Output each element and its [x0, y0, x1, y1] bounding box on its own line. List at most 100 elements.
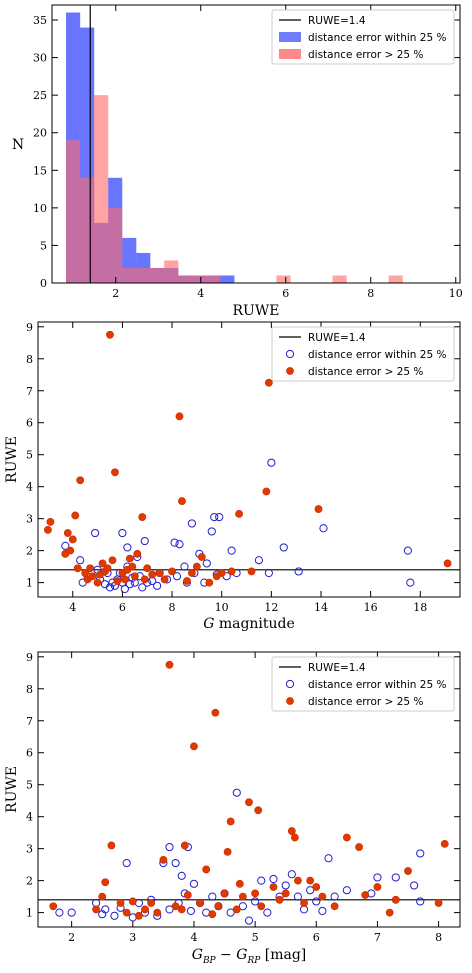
point-over-25	[197, 553, 206, 561]
legend-box	[271, 656, 455, 712]
point-within-25	[264, 568, 273, 578]
point-over-25	[188, 569, 196, 577]
x-tick-label: 10	[215, 601, 229, 614]
point-over-25	[385, 908, 394, 917]
point-over-25	[135, 911, 143, 920]
y-tick-label: 3	[26, 843, 33, 856]
y-tick-label: 7	[26, 715, 33, 728]
point-within-25	[319, 524, 328, 533]
legend-marker-patch	[279, 49, 301, 59]
point-over-25	[214, 902, 223, 911]
point-over-25	[217, 569, 226, 577]
x-tick-label: 16	[364, 601, 378, 614]
point-over-25	[108, 556, 117, 565]
ruwe-vs-color-panel: 2 3 4 5 6 7 8 1 2 3 4 5 6 7 8 9 RUWE GBP − GRP [mag] RUWE=…	[4, 651, 461, 966]
point-over-25	[66, 546, 75, 555]
y-tick-label: 6	[26, 747, 33, 760]
point-within-25	[257, 876, 266, 885]
point-within-25	[165, 842, 174, 852]
point-over-25	[111, 468, 119, 477]
point-within-25	[189, 879, 199, 888]
point-over-25	[373, 883, 382, 891]
point-over-25	[175, 412, 184, 421]
point-within-25	[232, 788, 241, 797]
point-over-25	[165, 660, 174, 669]
point-within-25	[170, 538, 179, 547]
point-over-25	[63, 529, 72, 537]
x-tick-label: 6	[313, 931, 320, 944]
y-tick-label: 8	[26, 683, 33, 696]
point-over-25	[281, 889, 290, 898]
point-over-25	[106, 330, 114, 339]
point-over-25	[88, 572, 97, 581]
point-over-25	[125, 554, 134, 563]
y-tick-label: 9	[26, 321, 33, 334]
point-over-25	[391, 895, 400, 904]
point-over-25	[306, 876, 315, 885]
legend-label: distance error within 25 %	[308, 679, 446, 691]
x-tick-label: 4	[190, 931, 197, 944]
x-tick-label: 8	[435, 931, 442, 944]
point-within-25	[406, 578, 415, 587]
x-axis-title-text: magnitude	[214, 616, 294, 632]
legend-label: distance error within 25 %	[308, 349, 446, 361]
point-over-25	[257, 902, 266, 911]
point-over-25	[180, 841, 189, 850]
point-over-25	[107, 841, 116, 850]
point-over-25	[153, 908, 162, 917]
y-tick-label: 6	[26, 417, 33, 430]
point-over-25	[251, 889, 260, 898]
point-over-25	[192, 562, 201, 571]
bar-over-25	[276, 275, 291, 283]
bar-over-25	[150, 267, 165, 283]
point-within-25	[177, 871, 186, 880]
point-within-25	[293, 892, 303, 901]
bar-over-25	[136, 267, 151, 283]
point-over-25	[130, 572, 139, 581]
point-within-25	[202, 559, 211, 568]
legend-label: RUWE=1.4	[308, 332, 366, 344]
point-over-25	[196, 899, 204, 907]
point-over-25	[361, 891, 370, 899]
y-tick-label: 2	[26, 875, 33, 888]
x-tick-label: 5	[252, 931, 259, 944]
legend-marker-filled-circle	[286, 697, 294, 705]
x-axis-title-subscript: RP	[246, 956, 261, 966]
point-over-25	[330, 902, 339, 911]
point-within-25	[207, 527, 216, 536]
point-within-25	[138, 583, 147, 592]
plot-frame	[37, 651, 461, 928]
point-within-25	[279, 543, 288, 552]
y-tick-label: 4	[26, 481, 33, 494]
point-over-25	[238, 892, 247, 901]
point-within-25	[342, 886, 351, 895]
x-tick-label: 6	[282, 287, 289, 300]
point-within-25	[416, 897, 425, 906]
point-over-25	[103, 564, 112, 573]
point-within-25	[76, 556, 85, 565]
point-over-25	[220, 889, 229, 898]
point-over-25	[140, 575, 149, 584]
point-within-25	[324, 854, 333, 863]
y-tick-label: 8	[26, 353, 33, 366]
x-tick-label: 4	[197, 287, 204, 300]
point-over-25	[235, 509, 243, 518]
point-over-25	[122, 908, 131, 917]
x-axis-title-symbol: − G	[216, 947, 248, 963]
point-over-25	[208, 910, 217, 919]
point-over-25	[312, 883, 321, 891]
point-within-25	[227, 546, 236, 555]
point-over-25	[404, 867, 412, 875]
point-over-25	[159, 855, 168, 864]
point-within-25	[251, 897, 260, 906]
point-over-25	[178, 497, 186, 505]
point-over-25	[92, 905, 101, 914]
x-tick-label: 3	[129, 931, 136, 944]
point-over-25	[232, 905, 241, 914]
point-over-25	[262, 487, 271, 496]
point-over-25	[141, 905, 149, 914]
x-tick-label: 8	[169, 601, 176, 614]
y-tick-label: 20	[33, 127, 47, 140]
point-over-25	[68, 535, 77, 544]
point-within-25	[55, 908, 64, 917]
